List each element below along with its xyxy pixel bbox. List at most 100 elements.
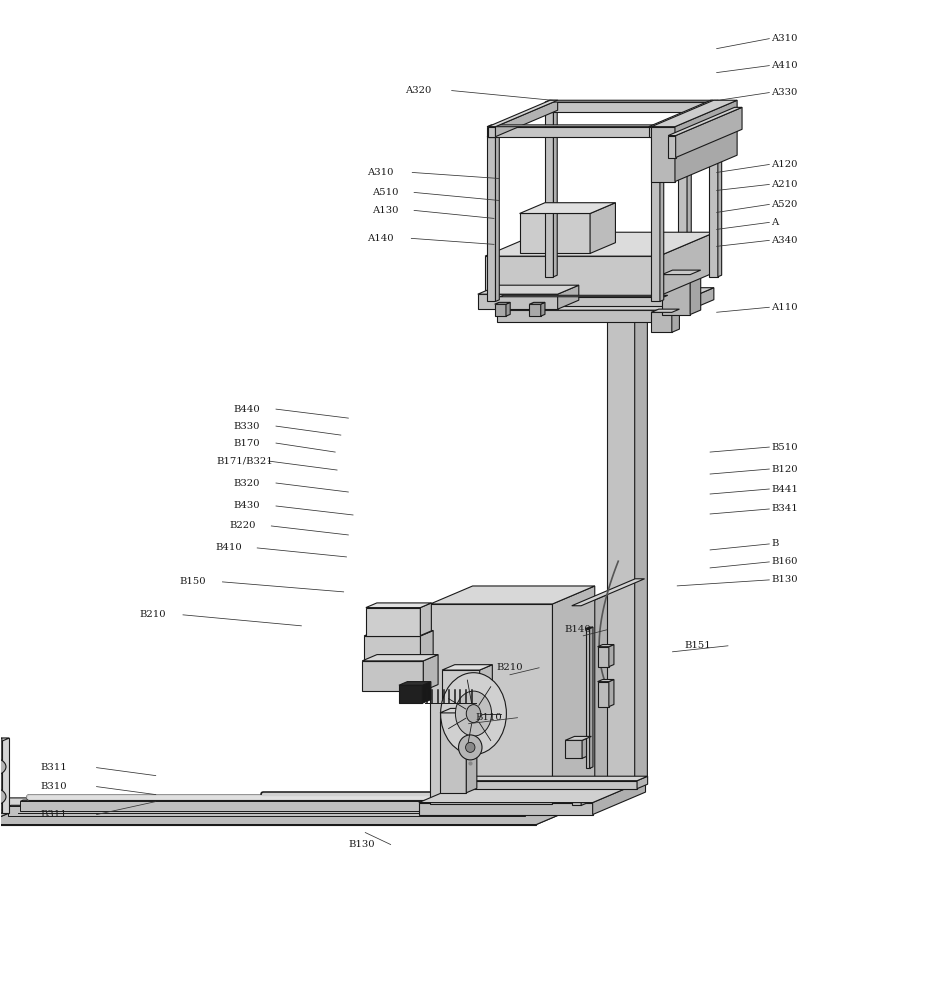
Polygon shape: [651, 309, 679, 312]
Text: B410: B410: [215, 543, 242, 552]
Polygon shape: [648, 100, 718, 127]
Text: B160: B160: [772, 557, 798, 566]
Polygon shape: [651, 100, 737, 127]
Polygon shape: [664, 295, 668, 306]
Polygon shape: [607, 303, 634, 783]
Polygon shape: [668, 136, 676, 158]
Polygon shape: [582, 579, 645, 805]
Text: B171/B321: B171/B321: [216, 457, 274, 466]
Text: B: B: [772, 539, 778, 548]
Polygon shape: [519, 213, 590, 253]
Polygon shape: [607, 298, 647, 303]
Polygon shape: [2, 738, 9, 813]
Polygon shape: [362, 655, 439, 661]
Text: A110: A110: [772, 303, 798, 312]
Text: A520: A520: [772, 200, 798, 209]
Polygon shape: [480, 665, 492, 712]
Polygon shape: [506, 302, 510, 316]
Text: A310: A310: [367, 168, 393, 177]
Polygon shape: [440, 713, 467, 793]
Polygon shape: [362, 661, 423, 691]
Text: A130: A130: [372, 206, 398, 215]
Polygon shape: [423, 682, 431, 703]
Polygon shape: [718, 110, 722, 277]
Text: B311: B311: [40, 810, 67, 819]
Polygon shape: [487, 135, 500, 137]
Polygon shape: [519, 203, 615, 213]
Polygon shape: [495, 304, 506, 316]
Polygon shape: [487, 127, 650, 137]
Text: B311: B311: [40, 763, 67, 772]
Polygon shape: [541, 302, 545, 316]
Polygon shape: [634, 298, 647, 783]
Polygon shape: [478, 285, 579, 294]
Polygon shape: [662, 275, 690, 315]
Polygon shape: [366, 603, 431, 608]
Polygon shape: [651, 312, 672, 332]
Polygon shape: [495, 302, 510, 304]
Polygon shape: [366, 608, 421, 636]
Polygon shape: [8, 806, 525, 816]
Polygon shape: [0, 813, 564, 825]
Polygon shape: [687, 117, 692, 294]
Polygon shape: [545, 112, 553, 277]
Polygon shape: [690, 270, 701, 315]
Polygon shape: [598, 682, 609, 707]
Text: B310: B310: [40, 782, 67, 791]
Text: A410: A410: [772, 61, 798, 70]
Text: A310: A310: [772, 34, 798, 43]
Polygon shape: [572, 579, 645, 606]
Text: B341: B341: [772, 504, 798, 513]
Text: B210: B210: [140, 610, 167, 619]
Polygon shape: [656, 100, 718, 137]
Polygon shape: [442, 665, 492, 670]
Polygon shape: [421, 603, 431, 636]
Polygon shape: [586, 629, 590, 768]
Ellipse shape: [440, 673, 506, 755]
Polygon shape: [496, 100, 558, 137]
Polygon shape: [0, 738, 9, 750]
Polygon shape: [660, 135, 663, 301]
Polygon shape: [552, 586, 595, 804]
Polygon shape: [598, 647, 609, 667]
Polygon shape: [485, 256, 659, 296]
Polygon shape: [558, 285, 579, 309]
Polygon shape: [497, 310, 661, 322]
Polygon shape: [399, 685, 423, 703]
Polygon shape: [500, 295, 668, 297]
Polygon shape: [536, 798, 564, 825]
Polygon shape: [440, 708, 477, 713]
Text: A510: A510: [372, 188, 398, 197]
Text: A320: A320: [405, 86, 431, 95]
Polygon shape: [675, 100, 737, 182]
Polygon shape: [421, 631, 433, 661]
Polygon shape: [648, 127, 656, 137]
Polygon shape: [478, 294, 558, 309]
Polygon shape: [572, 606, 582, 805]
Text: A210: A210: [772, 180, 798, 189]
Text: A: A: [772, 218, 778, 227]
Polygon shape: [651, 135, 663, 137]
Polygon shape: [709, 100, 712, 112]
Polygon shape: [463, 776, 647, 781]
Text: B150: B150: [179, 577, 206, 586]
Ellipse shape: [0, 758, 6, 776]
Polygon shape: [676, 107, 742, 158]
Text: B120: B120: [772, 465, 798, 474]
Polygon shape: [485, 232, 715, 256]
Polygon shape: [637, 776, 647, 789]
Polygon shape: [598, 679, 614, 682]
Polygon shape: [590, 627, 593, 768]
Polygon shape: [497, 288, 714, 310]
Polygon shape: [566, 736, 591, 740]
Polygon shape: [661, 288, 714, 322]
Polygon shape: [650, 125, 655, 137]
Polygon shape: [487, 137, 496, 301]
Text: A120: A120: [772, 160, 798, 169]
Polygon shape: [590, 203, 615, 253]
Text: B210: B210: [497, 663, 523, 672]
Text: B441: B441: [772, 485, 798, 494]
Text: B130: B130: [348, 840, 375, 849]
Text: B140: B140: [565, 625, 591, 634]
Ellipse shape: [458, 735, 482, 760]
